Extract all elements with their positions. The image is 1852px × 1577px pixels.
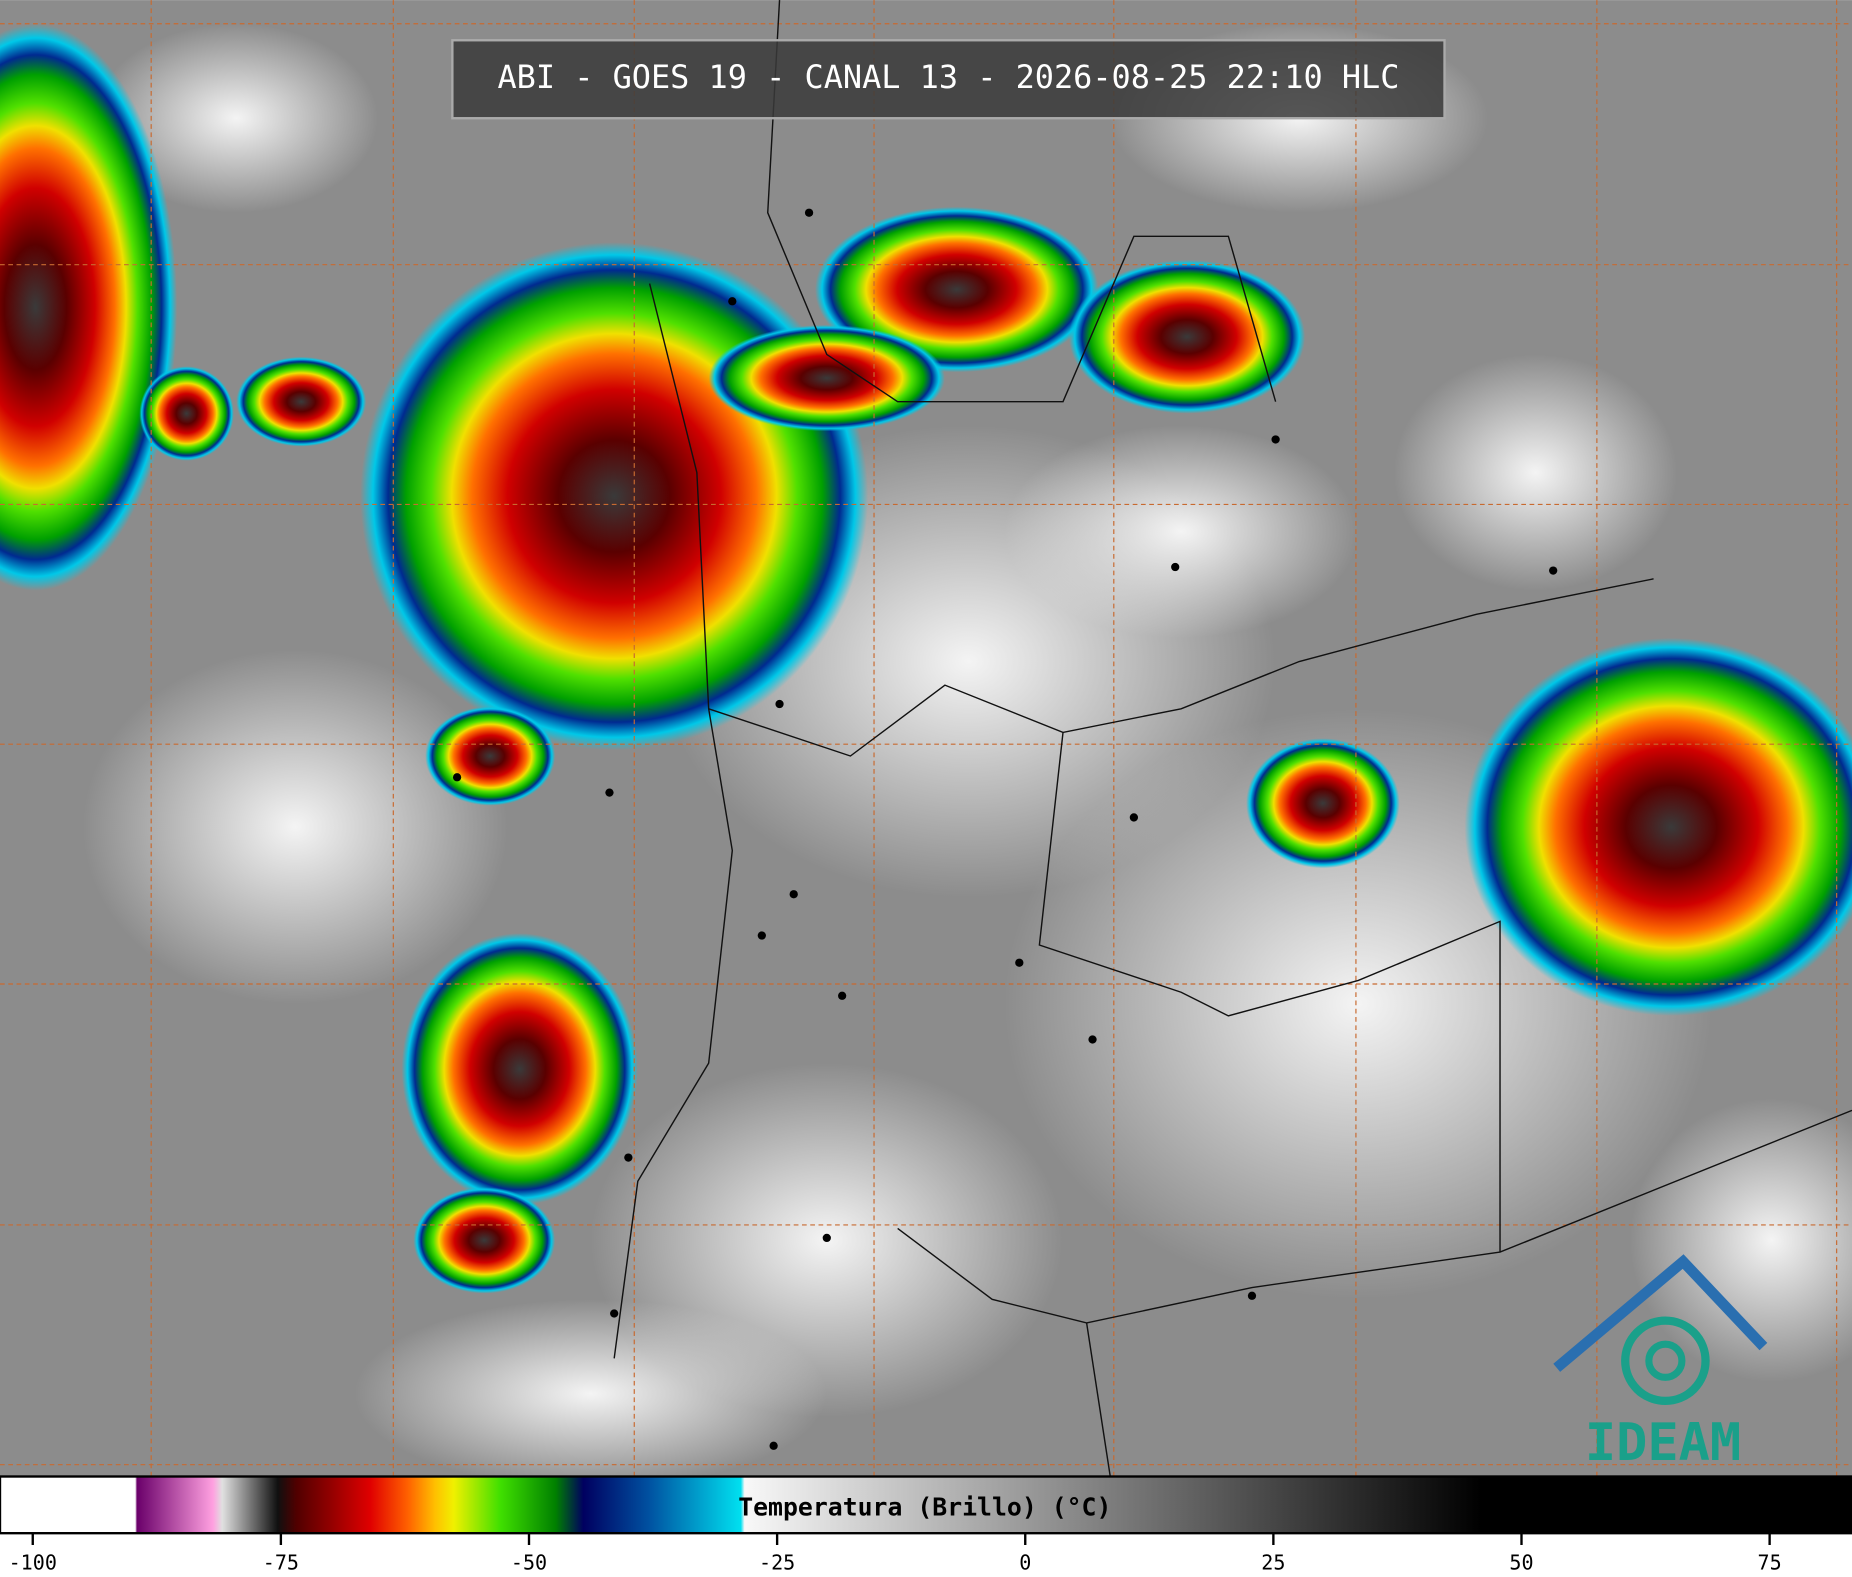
tick-label: 0 [1019,1550,1031,1574]
city [1015,958,1024,967]
storm-cell [139,366,234,461]
city [757,931,766,940]
cities [452,208,1558,1450]
city [822,1233,831,1243]
cloud [1393,354,1678,591]
title: ABI - GOES 19 - CANAL 13 - 2026-08-25 22… [497,58,1399,96]
city [610,1309,619,1318]
city [1549,566,1558,575]
city [775,699,784,709]
borders [613,0,1852,1477]
city [838,991,847,1000]
tick-label: -50 [511,1550,547,1574]
city [1247,1291,1257,1300]
storm-cell [1068,259,1306,414]
storm-cell [360,242,869,751]
cloud [82,649,508,1005]
storm-cell [1246,738,1400,869]
storm-cell [236,356,367,447]
storm-cell [708,324,945,432]
city [1171,562,1180,572]
tick-label: 50 [1509,1550,1533,1574]
colorbar-label: Temperatura (Brillo) (°C) [738,1492,1111,1521]
city [804,208,814,217]
tick-label: 25 [1261,1550,1285,1574]
logo: IDEAM [1553,1254,1768,1473]
storm-cell [413,1187,556,1294]
cloud [94,23,378,213]
colorbar-ticks: -100 -75 -50 -25 0 25 50 75 [9,1533,1782,1574]
city [1088,1035,1097,1044]
storm-cell [0,23,178,591]
tick-label: 75 [1758,1550,1782,1574]
logo-text: IDEAM [1585,1413,1741,1473]
cloud [1003,425,1359,638]
cloud [354,1299,827,1489]
storm-cell [401,933,638,1205]
tick-label: -25 [759,1550,795,1574]
colorbar [0,1475,1852,1535]
tick-label: -75 [263,1550,299,1574]
tick-label: -100 [9,1550,57,1574]
storm-cell [425,706,556,806]
city [624,1153,633,1162]
city [1271,435,1280,444]
cloud [1629,1098,1852,1382]
title-box: ABI - GOES 19 - CANAL 13 - 2026-08-25 22… [451,39,1446,120]
city [728,297,737,306]
city [789,890,798,899]
city [452,773,462,782]
storm-cell [1464,637,1852,1016]
city [1129,813,1139,822]
city [605,788,614,797]
city [769,1441,778,1450]
storm-cell [814,206,1099,373]
storm-cells [0,23,1852,1294]
